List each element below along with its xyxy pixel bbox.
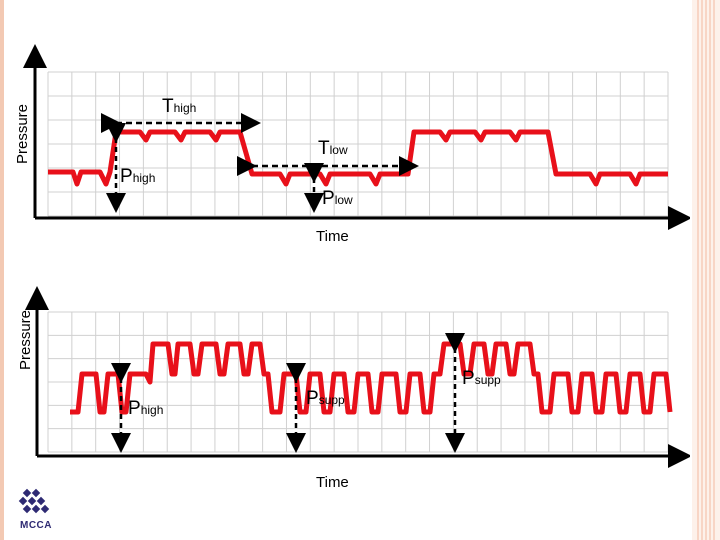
pressure-time-diagrams [23,44,690,468]
left-border-stripe [0,0,4,540]
bottom-x-axis-label: Time [316,474,349,491]
p-supp-label-2: Psupp [462,368,501,389]
bottom-axes [25,286,690,468]
top-axes [23,44,690,230]
p-supp-label-1: Psupp [306,388,345,409]
mcca-logo-icon [18,488,50,514]
p-high-label-bottom: Phigh [128,398,164,419]
top-grid [47,71,669,217]
bottom-pressure-signal [70,341,673,415]
top-x-axis-label: Time [316,228,349,245]
top-y-axis-label: Pressure [14,103,31,164]
p-high-label-top: Phigh [120,166,156,187]
mcca-logo-text: MCCA [20,520,52,531]
bottom-y-axis-label: Pressure [17,309,34,370]
decorative-right-border [692,0,720,540]
t-low-label: Tlow [318,138,348,159]
p-low-label-top: Plow [322,188,353,209]
t-high-label: Thigh [162,96,197,117]
